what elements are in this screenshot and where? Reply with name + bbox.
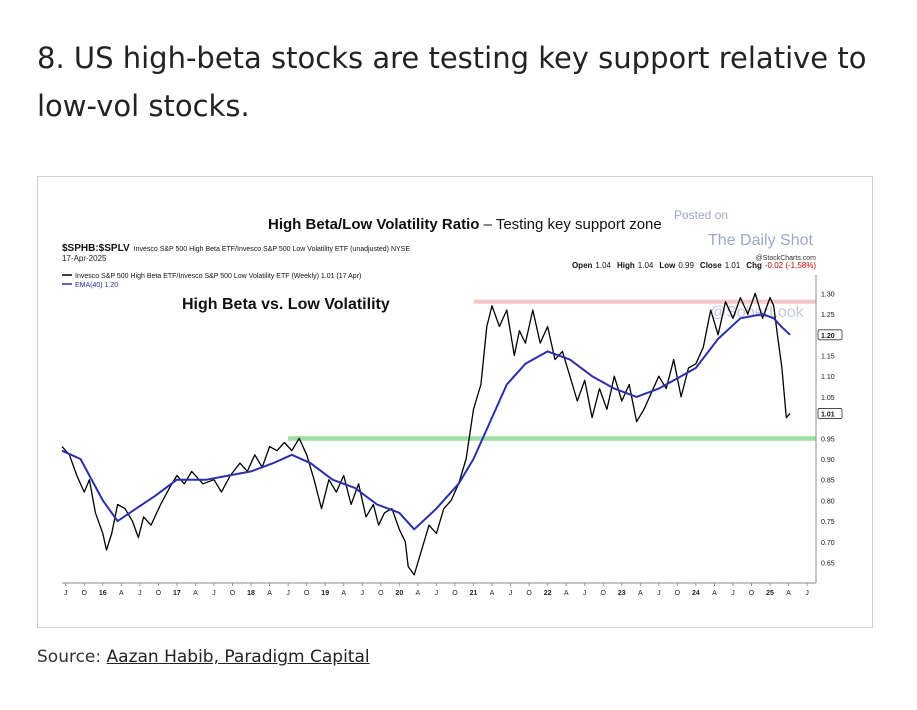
chart-title-suffix: – Testing key support zone (479, 216, 661, 233)
x-tick-label: A (638, 590, 643, 597)
x-tick-label: J (509, 590, 513, 597)
source-credit: @StockCharts.com (756, 255, 817, 262)
chart-frame: Posted on The Daily Shot @SoberLook High… (37, 176, 873, 628)
y-tick-label: 0.75 (821, 519, 835, 526)
x-tick-label: J (138, 590, 142, 597)
x-tick-label: J (212, 590, 216, 597)
x-tick-label: O (675, 590, 681, 597)
x-tick-label: A (490, 590, 495, 597)
x-tick-label: J (361, 590, 365, 597)
article-heading: 8. US high-beta stocks are testing key s… (37, 41, 867, 123)
x-tick-label: 21 (470, 590, 478, 597)
ratio-line (61, 292, 791, 576)
x-tick-label: 18 (247, 590, 255, 597)
high-label: High (617, 261, 635, 270)
x-tick-label: A (564, 590, 569, 597)
close-label: Close (700, 261, 722, 270)
x-tick-label: O (452, 590, 458, 597)
x-tick-label: O (378, 590, 384, 597)
x-tick-label: J (657, 590, 661, 597)
plot-area (61, 292, 816, 576)
x-tick-label: J (286, 590, 290, 597)
x-tick-label: 17 (173, 590, 181, 597)
resistance-zone (473, 299, 816, 304)
chart-date: 17-Apr-2025 (62, 254, 107, 263)
x-tick-label: A (712, 590, 717, 597)
source-prefix: Source: (37, 647, 107, 667)
x-tick-label: O (600, 590, 606, 597)
symbol-line: $SPHB:$SPLV Invesco S&P 500 High Beta ETF… (62, 243, 410, 254)
y-tick-label: 0.90 (821, 457, 835, 464)
x-tick-label: 16 (99, 590, 107, 597)
y-tick-label: 1.05 (821, 395, 835, 402)
x-tick-label: O (230, 590, 236, 597)
x-tick-label: J (805, 590, 809, 597)
x-tick-label: 19 (321, 590, 329, 597)
x-tick-label: 24 (692, 590, 700, 597)
x-tick-label: O (82, 590, 88, 597)
open-value: 1.04 (595, 261, 611, 270)
x-tick-label: J (64, 590, 68, 597)
y-tick-label: 1.01 (821, 411, 835, 418)
watermark-posted-on: Posted on (674, 208, 728, 222)
chart-title: High Beta/Low Volatility Ratio – Testing… (268, 216, 662, 233)
x-tick-label: O (526, 590, 532, 597)
x-tick-label: 23 (618, 590, 626, 597)
x-axis: J O 16 A J O 17 A J O 18 A J O 19 A J O 20 A J O 21 A J O 22 A J O 23 A… (62, 582, 816, 597)
x-tick-label: J (583, 590, 587, 597)
x-tick-label: 22 (544, 590, 552, 597)
low-value: 0.99 (678, 261, 694, 270)
x-tick-label: A (267, 590, 272, 597)
chg-label: Chg (746, 261, 762, 270)
ohlc-line: Open 1.04 High 1.04 Low 0.99 Close 1.01 Chg -0.02… (572, 261, 816, 270)
y-tick-highlight (817, 329, 843, 341)
y-tick-label: 0.95 (821, 436, 835, 443)
y-tick-label: 1.25 (821, 312, 835, 319)
y-tick-label: 0.70 (821, 540, 835, 547)
y-tick-label: 0.65 (821, 560, 835, 567)
x-tick-label: A (786, 590, 791, 597)
x-tick-label: A (193, 590, 198, 597)
chg-value: -0.02 (-1.58%) (765, 261, 816, 270)
x-tick-label: A (119, 590, 124, 597)
source-link[interactable]: Aazan Habib, Paradigm Capital (106, 647, 370, 667)
support-zone (288, 436, 816, 441)
y-tick-label: 0.80 (821, 498, 835, 505)
source-line: Source: Aazan Habib, Paradigm Capital (37, 647, 370, 667)
x-tick-label: A (416, 590, 421, 597)
x-tick-label: J (435, 590, 439, 597)
legend-ratio: Invesco S&P 500 High Beta ETF/Invesco S&… (75, 273, 361, 280)
symbol: $SPHB:$SPLV (62, 243, 130, 254)
y-tick-label: 0.85 (821, 478, 835, 485)
x-tick-label: O (156, 590, 162, 597)
legend-ema: EMA(40) 1.20 (75, 282, 118, 289)
y-tick-label: 1.15 (821, 354, 835, 361)
chart-svg: Posted on The Daily Shot @SoberLook High… (38, 177, 872, 627)
chart-title-main: High Beta/Low Volatility Ratio (268, 216, 479, 233)
x-tick-label: A (341, 590, 346, 597)
x-tick-label: O (304, 590, 310, 597)
x-tick-label: J (731, 590, 735, 597)
close-value: 1.01 (725, 261, 741, 270)
chart-subtitle: High Beta vs. Low Volatility (182, 296, 390, 313)
ema-line (61, 313, 791, 531)
x-tick-label: 20 (395, 590, 403, 597)
y-axis: 1.30 1.25 1.20 1.15 1.10 1.05 1.01 0.95 0.90 0.85… (815, 275, 843, 583)
y-tick-label: 1.10 (821, 374, 835, 381)
y-tick-label: 1.30 (821, 291, 835, 298)
symbol-description: Invesco S&P 500 High Beta ETF/Invesco S&… (134, 246, 411, 253)
x-tick-label: O (749, 590, 755, 597)
low-label: Low (659, 261, 676, 270)
y-tick-label: 1.20 (821, 333, 835, 340)
chart-background (38, 177, 872, 627)
x-tick-label: 25 (766, 590, 774, 597)
y-tick-highlight (817, 408, 843, 419)
high-value: 1.04 (638, 261, 654, 270)
open-label: Open (572, 261, 593, 270)
watermark-daily-shot: The Daily Shot (708, 232, 813, 249)
